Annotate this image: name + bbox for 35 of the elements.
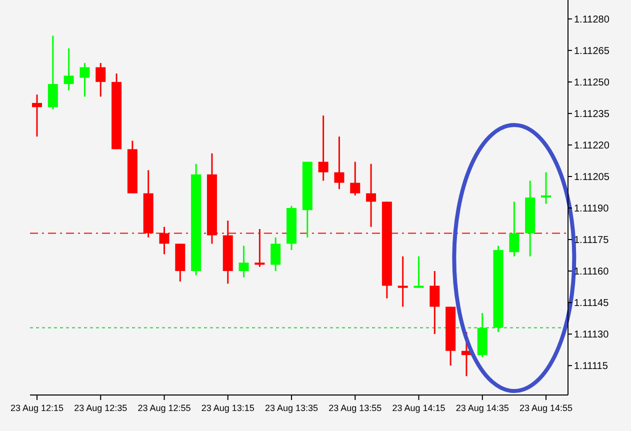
y-tick-label: 1.11145 [574, 298, 610, 310]
candlestick [48, 34, 58, 110]
candlestick [430, 270, 440, 335]
candlestick [64, 48, 74, 92]
candlestick [96, 62, 106, 98]
candlestick [238, 245, 249, 278]
x-tick-label: 23 Aug 14:15 [392, 403, 446, 413]
candlestick [366, 163, 376, 228]
x-tick-label: 23 Aug 12:35 [74, 403, 128, 413]
y-tick-label: 1.11190 [574, 204, 610, 215]
candlestick [398, 256, 408, 308]
candlestick [350, 161, 360, 196]
candlestick [318, 114, 328, 182]
x-tick-label: 23 Aug 13:35 [264, 403, 318, 413]
x-tick-label: 23 Aug 14:55 [519, 403, 573, 413]
y-tick-label: 1.11235 [574, 108, 610, 120]
y-tick-label: 1.11130 [574, 330, 610, 341]
y-tick-label: 1.11205 [574, 172, 610, 183]
y-tick-label: 1.11250 [574, 77, 610, 88]
y-tick-label: 1.11220 [574, 140, 610, 152]
candlestick [334, 136, 344, 190]
y-tick-label: 1.11280 [574, 14, 610, 26]
x-tick-label: 23 Aug 14:35 [456, 403, 509, 413]
x-tick-label: 23 Aug 12:55 [138, 403, 191, 413]
candlestick [80, 62, 90, 98]
candlestick [270, 236, 281, 272]
x-tick-label: 23 Aug 12:15 [10, 403, 64, 413]
candlestick [509, 200, 520, 258]
candlestick [541, 172, 551, 205]
candlestick [32, 94, 42, 138]
x-tick-label: 23 Aug 13:15 [201, 403, 254, 413]
y-tick-label: 1.11115 [574, 361, 608, 372]
x-tick-label: 23 Aug 13:55 [328, 403, 382, 413]
candlestick [414, 256, 424, 289]
y-tick-label: 1.11265 [574, 46, 610, 57]
